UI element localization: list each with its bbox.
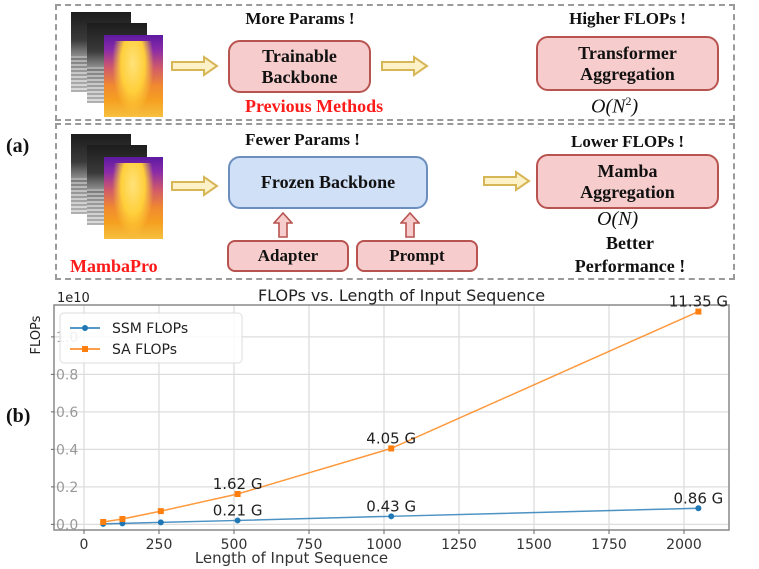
up-arrow-icon	[273, 212, 293, 238]
data-annotation: 0.21 G	[213, 501, 263, 519]
data-marker	[388, 445, 395, 452]
x-tick-label: 1750	[591, 537, 627, 553]
trainable-backbone-box: Trainable Backbone	[228, 40, 371, 93]
data-annotation: 0.86 G	[674, 489, 724, 507]
x-tick-label: 1500	[516, 537, 552, 553]
data-marker	[119, 516, 126, 523]
data-marker	[234, 517, 241, 524]
better-performance-line1: Better	[606, 233, 654, 253]
adapter-box: Adapter	[227, 240, 349, 272]
linear-complexity: O(N)	[597, 208, 639, 230]
transformer-aggregation-line2: Aggregation	[580, 63, 675, 84]
legend-label: SA FLOPs	[112, 342, 177, 358]
legend-label: SSM FLOPs	[112, 321, 188, 337]
arrow-icon	[381, 55, 429, 77]
y-tick-label: 0.0	[56, 517, 78, 533]
y-axis-label: FLOPs	[29, 315, 44, 354]
data-marker	[388, 513, 395, 520]
x-tick-label: 2000	[666, 537, 702, 553]
prompt-box: Prompt	[356, 240, 478, 272]
mambapro-label: MambaPro	[70, 256, 158, 276]
input-image-stack-top	[71, 12, 163, 117]
transformer-aggregation-box: Transformer Aggregation	[536, 36, 719, 91]
thermal-frame	[104, 35, 163, 117]
panel-b-label: (b)	[6, 405, 31, 427]
arrow-icon	[171, 175, 219, 197]
data-marker	[234, 491, 241, 497]
thermal-person	[112, 41, 154, 115]
mamba-aggregation-line2: Aggregation	[580, 181, 675, 202]
x-tick-label: 1250	[441, 537, 477, 553]
series-line	[103, 310, 699, 523]
previous-methods-frame	[55, 4, 735, 121]
previous-methods-label: Previous Methods	[245, 96, 384, 116]
y-tick-label: 0.4	[56, 442, 78, 458]
y-offset-label: 1e10	[57, 291, 90, 306]
better-performance-line2: Performance !	[574, 256, 686, 276]
x-tick-label: 750	[296, 537, 323, 553]
x-tick-label: 250	[146, 537, 173, 553]
chart-title: FLOPs vs. Length of Input Sequence	[258, 286, 545, 305]
data-annotation: 1.62 G	[213, 475, 263, 493]
lower-flops-note: Lower FLOPs !	[570, 132, 684, 151]
data-annotation: 4.05 G	[366, 429, 416, 447]
data-marker	[695, 308, 702, 315]
legend-marker	[82, 346, 88, 352]
arrow-icon	[483, 170, 531, 192]
arrow-icon	[171, 55, 219, 77]
data-marker	[695, 505, 702, 512]
mamba-aggregation-line1: Mamba	[597, 160, 658, 181]
transformer-aggregation-line1: Transformer	[578, 42, 677, 63]
flops-line-chart: 0 250 500 750 1000 1250 1500 1750 2000 0.0 0.2 0.4 0…	[29, 286, 730, 567]
x-tick-label: 0	[80, 537, 89, 553]
higher-flops-note: Higher FLOPs !	[569, 9, 686, 28]
data-marker	[157, 519, 164, 526]
x-axis-label: Length of Input Sequence	[195, 549, 388, 567]
data-marker	[100, 518, 107, 525]
plot-frame	[53, 304, 730, 531]
legend-box	[59, 312, 243, 364]
up-arrow-icon	[400, 212, 420, 238]
mambapro-frame	[55, 123, 735, 280]
quadratic-complexity: O(N2)	[591, 94, 639, 118]
data-annotation: 11.35 G	[669, 293, 728, 311]
data-annotation: 0.43 G	[366, 497, 416, 515]
series-line	[103, 507, 699, 525]
mamba-aggregation-box: Mamba Aggregation	[536, 154, 719, 209]
input-image-stack-bottom	[71, 134, 163, 239]
thermal-frame	[104, 157, 163, 239]
legend-marker	[82, 325, 88, 331]
frozen-backbone-box: Frozen Backbone	[228, 156, 428, 209]
x-tick-label: 1000	[366, 537, 402, 553]
y-tick-label: 0.6	[56, 405, 78, 421]
x-tick-label: 500	[221, 537, 248, 553]
more-params-note: More Params !	[245, 9, 355, 28]
thermal-person	[112, 163, 154, 237]
data-marker	[157, 508, 164, 515]
fewer-params-note: Fewer Params !	[245, 130, 360, 149]
y-tick-label: 0.8	[56, 367, 78, 383]
y-tick-label: 0.2	[56, 480, 78, 496]
panel-a-label: (a)	[6, 135, 30, 157]
